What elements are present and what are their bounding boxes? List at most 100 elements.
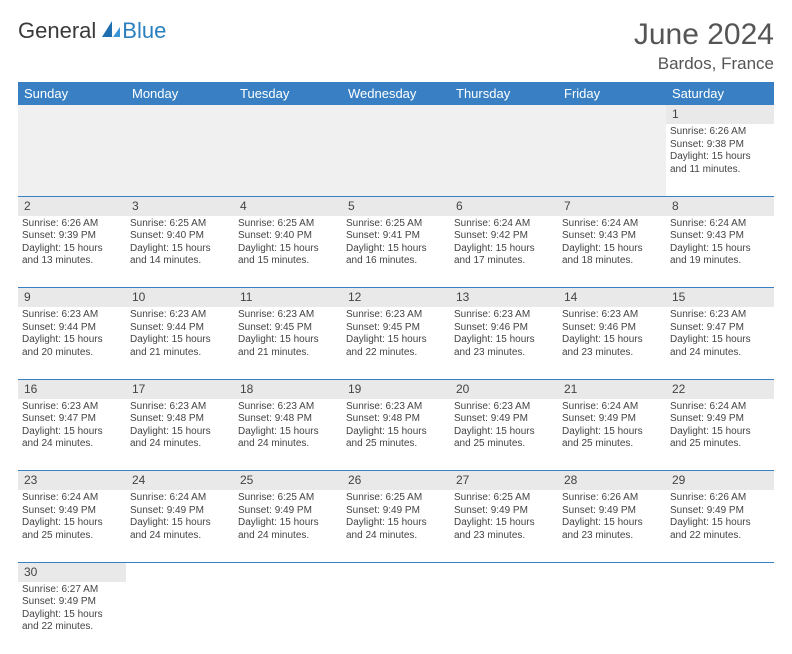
day-number — [558, 562, 666, 582]
daylight-text-2: and 21 minutes. — [238, 347, 338, 360]
daylight-text-1: Daylight: 15 hours — [22, 426, 122, 439]
sunrise-text: Sunrise: 6:23 AM — [346, 401, 446, 414]
daylight-text-1: Daylight: 15 hours — [130, 426, 230, 439]
sunset-text: Sunset: 9:44 PM — [130, 322, 230, 335]
daylight-text-2: and 25 minutes. — [22, 530, 122, 543]
day-cell: Sunrise: 6:23 AMSunset: 9:49 PMDaylight:… — [450, 399, 558, 471]
sunset-text: Sunset: 9:49 PM — [22, 596, 122, 609]
daylight-text-2: and 21 minutes. — [130, 347, 230, 360]
sunset-text: Sunset: 9:49 PM — [454, 413, 554, 426]
day-cell: Sunrise: 6:25 AMSunset: 9:40 PMDaylight:… — [234, 216, 342, 288]
day-number: 8 — [666, 196, 774, 216]
week-dates-row: 30 — [18, 562, 774, 582]
sunset-text: Sunset: 9:41 PM — [346, 230, 446, 243]
day-cell: Sunrise: 6:23 AMSunset: 9:45 PMDaylight:… — [342, 307, 450, 379]
daylight-text-2: and 22 minutes. — [346, 347, 446, 360]
daylight-text-2: and 24 minutes. — [130, 438, 230, 451]
daylight-text-1: Daylight: 15 hours — [670, 517, 770, 530]
daylight-text-1: Daylight: 15 hours — [22, 609, 122, 622]
sunset-text: Sunset: 9:43 PM — [670, 230, 770, 243]
sunset-text: Sunset: 9:46 PM — [454, 322, 554, 335]
logo-sail-icon — [100, 19, 122, 44]
sunrise-text: Sunrise: 6:26 AM — [22, 218, 122, 231]
daylight-text-1: Daylight: 15 hours — [346, 517, 446, 530]
week-dates-row: 23242526272829 — [18, 471, 774, 491]
day-cell: Sunrise: 6:27 AMSunset: 9:49 PMDaylight:… — [18, 582, 126, 654]
daylight-text-1: Daylight: 15 hours — [562, 334, 662, 347]
sunset-text: Sunset: 9:49 PM — [670, 413, 770, 426]
sunset-text: Sunset: 9:44 PM — [22, 322, 122, 335]
daylight-text-1: Daylight: 15 hours — [670, 243, 770, 256]
day-number: 29 — [666, 471, 774, 491]
day-cell — [126, 582, 234, 654]
daylight-text-1: Daylight: 15 hours — [22, 243, 122, 256]
day-cell — [558, 582, 666, 654]
week-info-row: Sunrise: 6:24 AMSunset: 9:49 PMDaylight:… — [18, 490, 774, 562]
day-cell — [18, 124, 126, 196]
sunrise-text: Sunrise: 6:25 AM — [238, 492, 338, 505]
sunrise-text: Sunrise: 6:25 AM — [346, 218, 446, 231]
day-cell — [450, 124, 558, 196]
sunrise-text: Sunrise: 6:23 AM — [22, 401, 122, 414]
sunset-text: Sunset: 9:47 PM — [670, 322, 770, 335]
daylight-text-2: and 24 minutes. — [238, 438, 338, 451]
week-dates-row: 1 — [18, 105, 774, 124]
day-cell: Sunrise: 6:23 AMSunset: 9:45 PMDaylight:… — [234, 307, 342, 379]
daylight-text-1: Daylight: 15 hours — [562, 426, 662, 439]
sunset-text: Sunset: 9:48 PM — [238, 413, 338, 426]
day-number: 22 — [666, 379, 774, 399]
day-cell — [342, 582, 450, 654]
day-number: 18 — [234, 379, 342, 399]
sunrise-text: Sunrise: 6:23 AM — [670, 309, 770, 322]
title-location: Bardos, France — [634, 54, 774, 74]
day-header: Tuesday — [234, 82, 342, 105]
logo-text-general: General — [18, 18, 96, 44]
day-number: 20 — [450, 379, 558, 399]
sunrise-text: Sunrise: 6:23 AM — [562, 309, 662, 322]
daylight-text-2: and 23 minutes. — [454, 347, 554, 360]
day-cell: Sunrise: 6:25 AMSunset: 9:41 PMDaylight:… — [342, 216, 450, 288]
day-cell: Sunrise: 6:26 AMSunset: 9:39 PMDaylight:… — [18, 216, 126, 288]
daylight-text-1: Daylight: 15 hours — [238, 334, 338, 347]
title-block: June 2024 Bardos, France — [634, 18, 774, 74]
day-number — [666, 562, 774, 582]
day-cell — [558, 124, 666, 196]
day-header: Thursday — [450, 82, 558, 105]
daylight-text-1: Daylight: 15 hours — [346, 426, 446, 439]
day-cell: Sunrise: 6:24 AMSunset: 9:43 PMDaylight:… — [558, 216, 666, 288]
sunrise-text: Sunrise: 6:24 AM — [562, 401, 662, 414]
day-cell: Sunrise: 6:24 AMSunset: 9:49 PMDaylight:… — [666, 399, 774, 471]
sunset-text: Sunset: 9:49 PM — [130, 505, 230, 518]
daylight-text-1: Daylight: 15 hours — [130, 334, 230, 347]
calendar-body: 1Sunrise: 6:26 AMSunset: 9:38 PMDaylight… — [18, 105, 774, 654]
sunrise-text: Sunrise: 6:25 AM — [454, 492, 554, 505]
sunrise-text: Sunrise: 6:24 AM — [454, 218, 554, 231]
sunset-text: Sunset: 9:38 PM — [670, 139, 770, 152]
week-info-row: Sunrise: 6:23 AMSunset: 9:47 PMDaylight:… — [18, 399, 774, 471]
day-cell — [234, 124, 342, 196]
day-cell: Sunrise: 6:26 AMSunset: 9:38 PMDaylight:… — [666, 124, 774, 196]
daylight-text-1: Daylight: 15 hours — [562, 517, 662, 530]
day-cell — [450, 582, 558, 654]
sunset-text: Sunset: 9:49 PM — [454, 505, 554, 518]
day-cell — [666, 582, 774, 654]
day-header: Friday — [558, 82, 666, 105]
day-number — [18, 105, 126, 124]
day-number — [342, 105, 450, 124]
daylight-text-1: Daylight: 15 hours — [238, 517, 338, 530]
daylight-text-2: and 24 minutes. — [22, 438, 122, 451]
sunset-text: Sunset: 9:45 PM — [346, 322, 446, 335]
sunset-text: Sunset: 9:49 PM — [562, 505, 662, 518]
day-number: 5 — [342, 196, 450, 216]
day-number: 1 — [666, 105, 774, 124]
day-number: 7 — [558, 196, 666, 216]
week-info-row: Sunrise: 6:27 AMSunset: 9:49 PMDaylight:… — [18, 582, 774, 654]
day-cell: Sunrise: 6:23 AMSunset: 9:48 PMDaylight:… — [126, 399, 234, 471]
day-number — [450, 562, 558, 582]
sunset-text: Sunset: 9:43 PM — [562, 230, 662, 243]
sunrise-text: Sunrise: 6:24 AM — [130, 492, 230, 505]
day-number: 19 — [342, 379, 450, 399]
day-cell: Sunrise: 6:25 AMSunset: 9:40 PMDaylight:… — [126, 216, 234, 288]
week-info-row: Sunrise: 6:26 AMSunset: 9:38 PMDaylight:… — [18, 124, 774, 196]
day-number: 12 — [342, 288, 450, 308]
